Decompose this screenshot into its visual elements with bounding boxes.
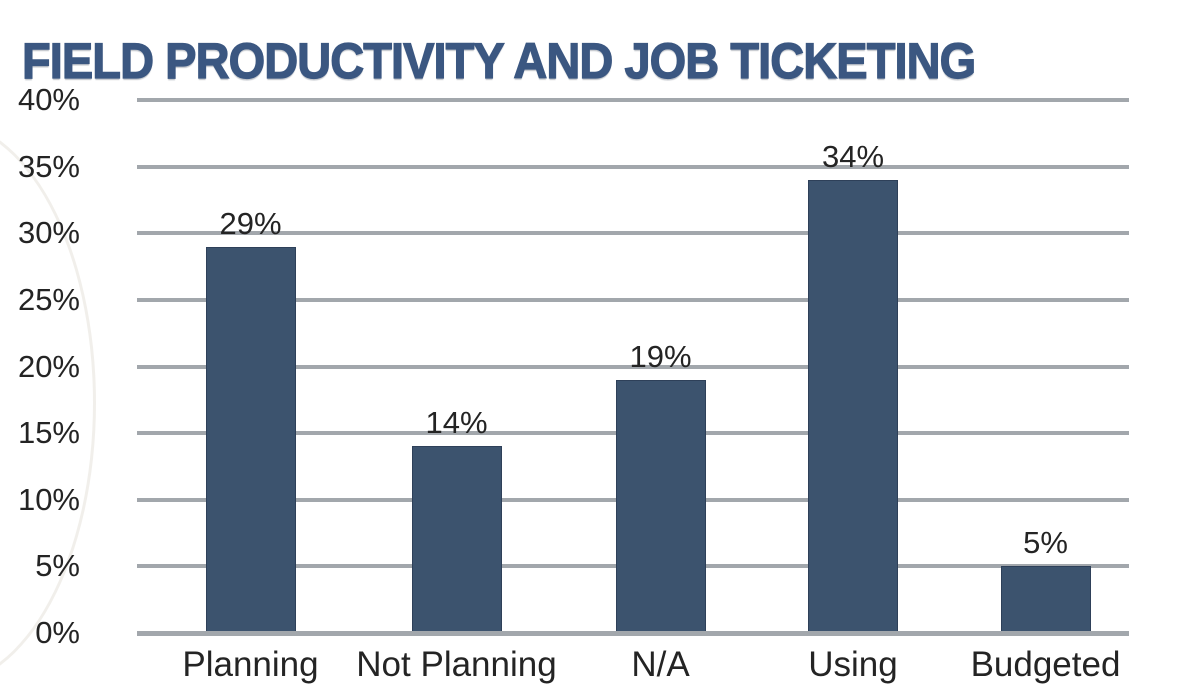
y-axis-tick-label: 15% bbox=[17, 415, 80, 451]
x-axis-line bbox=[137, 631, 1129, 636]
bar-planning bbox=[205, 246, 296, 635]
bar-budgeted bbox=[1000, 566, 1091, 635]
y-axis-tick-label: 30% bbox=[17, 215, 80, 251]
x-axis-category-label: Planning bbox=[182, 645, 319, 684]
y-axis-tick-label: 35% bbox=[17, 148, 80, 184]
gridline-40% bbox=[137, 98, 1129, 102]
bar-value-label: 5% bbox=[1023, 525, 1068, 561]
x-axis-category-label: N/A bbox=[631, 645, 690, 684]
y-axis-tick-label: 10% bbox=[17, 481, 80, 517]
y-axis-tick-label: 40% bbox=[17, 82, 80, 117]
gridline-30% bbox=[137, 231, 1129, 236]
bar-value-label: 14% bbox=[425, 405, 488, 441]
background-watermark-arc bbox=[0, 120, 96, 684]
x-axis-category-label: Budgeted bbox=[970, 645, 1121, 684]
bar-n-a bbox=[615, 379, 706, 635]
gridline-35% bbox=[137, 164, 1129, 169]
y-axis-tick-label: 0% bbox=[35, 615, 80, 650]
x-axis-category-label: Not Planning bbox=[356, 645, 557, 684]
bar-value-label: 29% bbox=[219, 205, 282, 241]
bar-value-label: 19% bbox=[629, 338, 692, 374]
y-axis-tick-label: 20% bbox=[17, 348, 80, 384]
y-axis-tick-label: 5% bbox=[35, 548, 80, 584]
x-axis-category-label: Using bbox=[808, 645, 898, 684]
bar-value-label: 34% bbox=[821, 138, 885, 174]
bar-using bbox=[808, 179, 898, 635]
gridline-25% bbox=[137, 297, 1129, 302]
gridline-20% bbox=[137, 364, 1129, 369]
bar-not-planning bbox=[411, 446, 502, 635]
page-title: FIELD PRODUCTIVITY AND JOB TICKETING bbox=[21, 32, 976, 89]
y-axis-tick-label: 25% bbox=[17, 281, 80, 317]
